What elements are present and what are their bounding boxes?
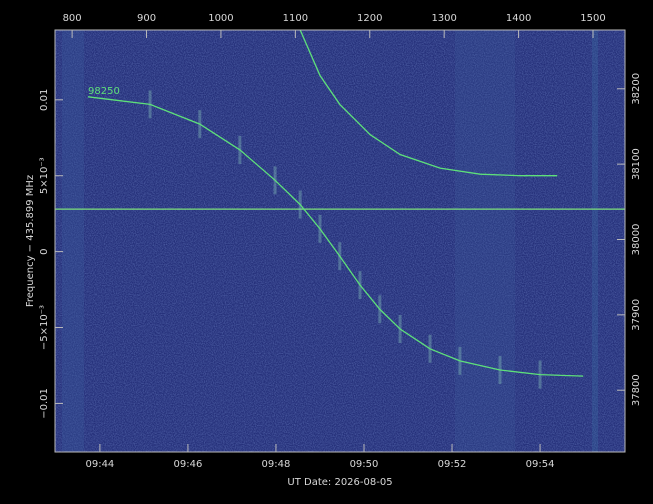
x-tick-label: 09:48 [262,459,291,470]
y2-tick-label: 38000 [631,224,642,256]
x2-tick-label: 1100 [283,13,308,24]
x2-tick-label: 1500 [580,13,605,24]
y-tick-label: 0 [39,248,50,254]
x2-tick-label: 1400 [506,13,531,24]
band [62,30,84,452]
x2-tick-label: 1300 [431,13,456,24]
x-tick-label: 09:52 [438,459,467,470]
y-tick-label: −5×10⁻³ [39,305,50,350]
x2-tick-label: 1000 [208,13,233,24]
series-line [87,96,584,377]
y2-tick-label: 38100 [631,148,642,180]
series-line [299,30,558,177]
x2-tick-label: 1200 [357,13,382,24]
x-tick-label: 09:44 [85,459,114,470]
plot [55,30,625,389]
x-tick-label: 09:50 [350,459,379,470]
x2-tick-label: 900 [137,13,156,24]
y-tick-label: 5×10⁻³ [39,157,50,194]
y2-tick-label: 37800 [631,374,642,406]
x-tick-label: 09:46 [174,459,203,470]
annotation: 98250 [88,86,120,97]
band [592,30,598,452]
y2-tick-label: 37900 [631,299,642,331]
noise [55,30,625,452]
frame [54,29,626,453]
y-tick-label: 0.01 [39,89,50,111]
x-axis-label: UT Date: 2026-08-05 [287,477,392,488]
band [455,30,515,452]
x2-tick-label: 800 [63,13,82,24]
y-axis-label: Frequency − 435.899 MHz [25,175,36,307]
x-tick-label: 09:54 [526,459,555,470]
y-tick-label: −0.01 [39,388,50,419]
y2-tick-label: 38200 [631,73,642,105]
